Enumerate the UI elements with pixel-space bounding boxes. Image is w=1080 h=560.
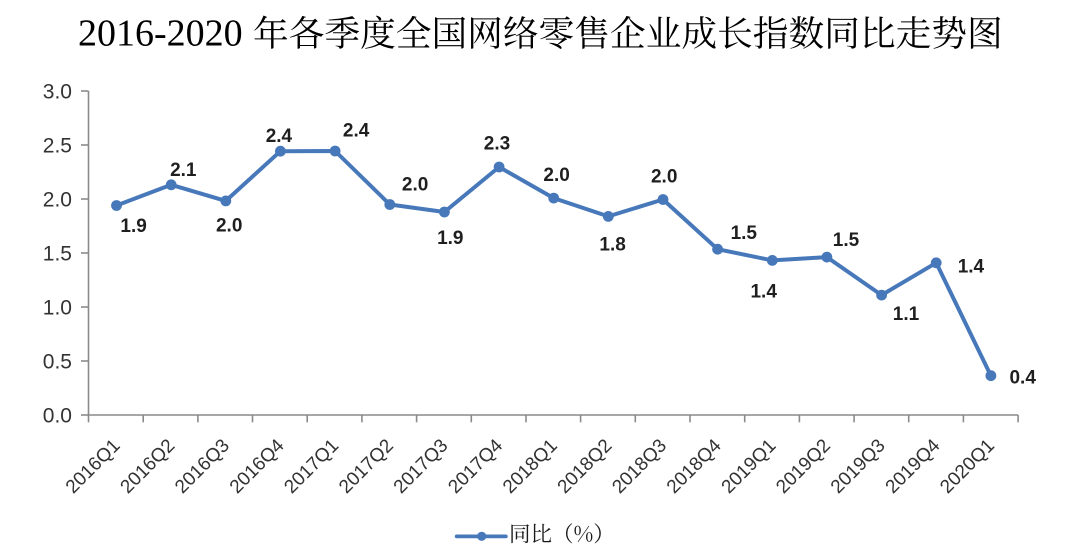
svg-text:2016-2020: 2016-2020	[78, 13, 243, 55]
svg-text:1.8: 1.8	[599, 235, 625, 256]
svg-text:2.4: 2.4	[266, 126, 293, 147]
svg-text:0.0: 0.0	[43, 404, 72, 427]
svg-text:1.9: 1.9	[120, 216, 146, 237]
svg-text:0.4: 0.4	[1009, 367, 1036, 388]
svg-text:2.4: 2.4	[343, 120, 370, 141]
svg-text:2.5: 2.5	[43, 134, 72, 157]
svg-text:2.1: 2.1	[170, 160, 197, 181]
svg-text:2.0: 2.0	[402, 175, 428, 196]
svg-text:3.0: 3.0	[43, 80, 72, 103]
svg-text:1.0: 1.0	[43, 296, 72, 319]
svg-text:1.4: 1.4	[958, 256, 985, 277]
svg-text:1.4: 1.4	[750, 281, 777, 302]
svg-text:0.5: 0.5	[43, 350, 72, 373]
svg-text:1.5: 1.5	[43, 242, 72, 265]
svg-text:2.0: 2.0	[43, 188, 72, 211]
svg-text:1.1: 1.1	[893, 304, 920, 325]
svg-text:2.0: 2.0	[543, 165, 569, 186]
svg-text:1.5: 1.5	[731, 223, 758, 244]
svg-text:2.0: 2.0	[216, 215, 242, 236]
svg-text:2.3: 2.3	[484, 134, 510, 155]
svg-text:1.9: 1.9	[437, 228, 463, 249]
svg-text:1.5: 1.5	[833, 230, 860, 251]
svg-text:2.0: 2.0	[651, 167, 677, 188]
